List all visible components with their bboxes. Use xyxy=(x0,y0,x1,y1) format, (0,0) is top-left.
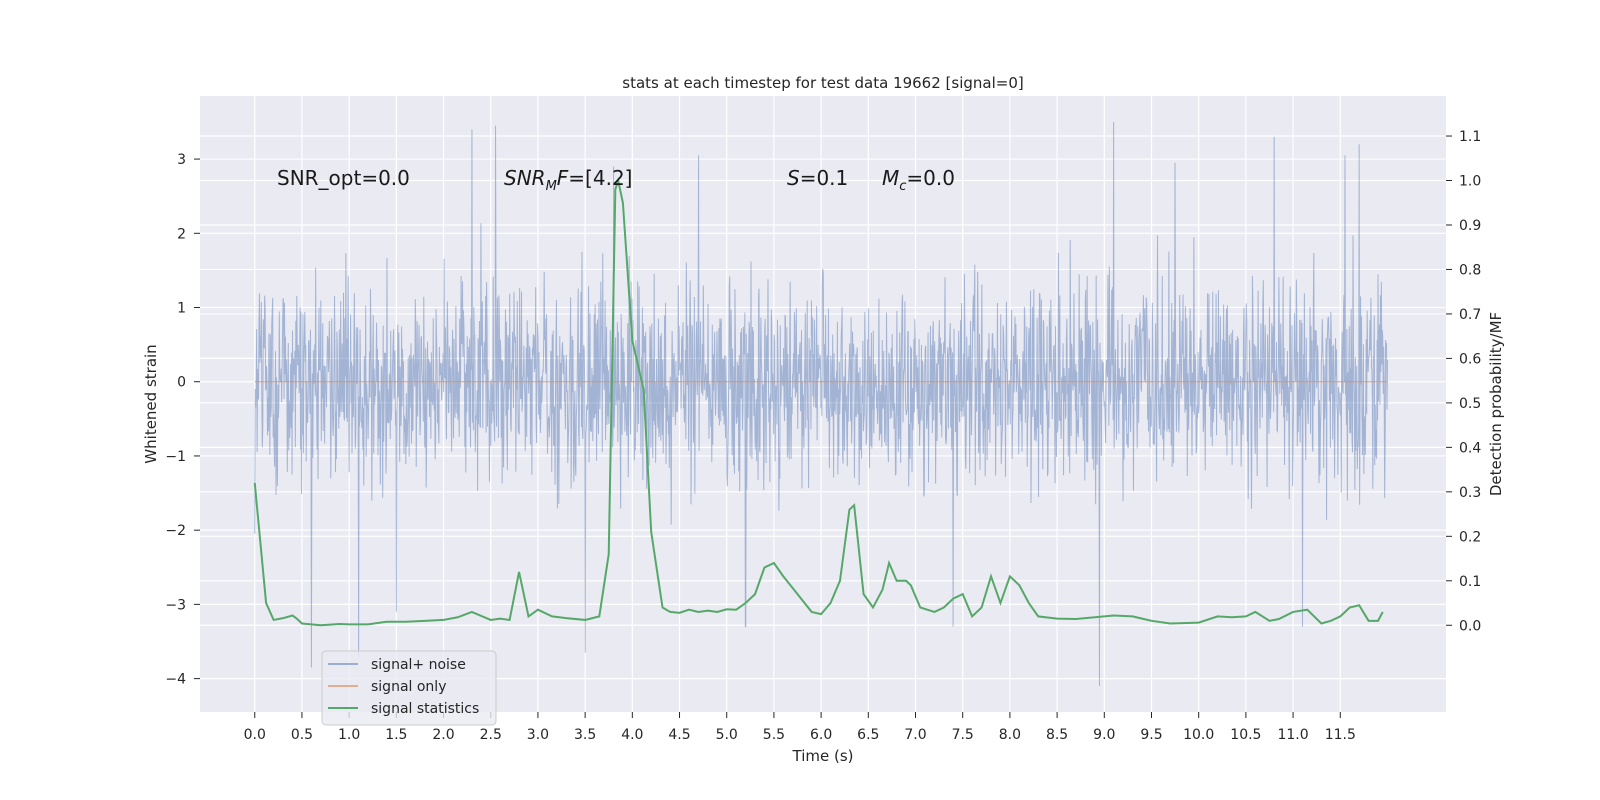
y-right-tick-label-9: 0.9 xyxy=(1459,218,1481,234)
y-axis-label-left: Whitened strain xyxy=(142,344,160,463)
x-tick-label-7: 3.5 xyxy=(574,727,596,743)
signal-noise-series xyxy=(254,121,1388,687)
x-tick-label-8: 4.0 xyxy=(621,727,643,743)
x-tick-label-17: 8.5 xyxy=(1046,727,1068,743)
x-tick-label-1: 0.5 xyxy=(291,727,313,743)
x-axis-label: Time (s) xyxy=(792,747,854,765)
x-ticks: 0.0 0.5 1.0 1.5 2.0 2.5 3.0 3.5 4.0 4.5 5.0 5.5 6.0 6… xyxy=(244,712,1356,743)
legend: signal+ noise signal only signal statist… xyxy=(321,650,497,726)
x-tick-label-10: 5.0 xyxy=(716,727,738,743)
y-right-tick-label-10: 1.0 xyxy=(1459,174,1481,190)
x-tick-label-6: 3.0 xyxy=(527,727,549,743)
y-right-tick-label-7: 0.7 xyxy=(1459,307,1481,323)
y-right-tick-label-11: 1.1 xyxy=(1459,129,1481,145)
y-right-tick-label-3: 0.3 xyxy=(1459,485,1481,501)
y-right-tick-label-8: 0.8 xyxy=(1459,262,1481,278)
x-tick-label-22: 11.0 xyxy=(1277,727,1308,743)
y-right-tick-label-4: 0.4 xyxy=(1459,440,1481,456)
y-right-tick-label-2: 0.2 xyxy=(1459,529,1481,545)
x-tick-label-3: 1.5 xyxy=(385,727,407,743)
y-left-tick-label-1: −3 xyxy=(165,597,186,613)
x-tick-label-13: 6.5 xyxy=(857,727,879,743)
x-tick-label-5: 2.5 xyxy=(480,727,502,743)
y-left-tick-label-0: −4 xyxy=(165,672,186,688)
x-tick-label-0: 0.0 xyxy=(244,727,266,743)
x-tick-label-9: 4.5 xyxy=(668,727,690,743)
legend-label-noise: signal+ noise xyxy=(371,657,466,673)
y-left-tick-label-2: −2 xyxy=(165,523,186,539)
y-left-tick-label-5: 1 xyxy=(177,301,186,317)
x-tick-label-12: 6.0 xyxy=(810,727,832,743)
plot-background xyxy=(200,96,1446,712)
x-tick-label-19: 9.5 xyxy=(1140,727,1162,743)
legend-label-signal-only: signal only xyxy=(371,679,446,695)
signal-statistics-series xyxy=(253,176,1384,627)
y-left-tick-label-6: 2 xyxy=(177,226,186,242)
x-tick-label-15: 7.5 xyxy=(952,727,974,743)
legend-label-statistics: signal statistics xyxy=(371,701,479,717)
y-right-tick-label-0: 0.0 xyxy=(1459,618,1481,634)
annotation-s: S=0.1 xyxy=(787,166,848,190)
x-tick-label-2: 1.0 xyxy=(338,727,360,743)
x-tick-label-4: 2.0 xyxy=(432,727,454,743)
y-axis-label-right: Detection probability/MF xyxy=(1487,312,1505,496)
chart-title: stats at each timestep for test data 196… xyxy=(622,74,1023,92)
x-tick-label-21: 10.5 xyxy=(1230,727,1261,743)
y-right-tick-label-6: 0.6 xyxy=(1459,351,1481,367)
y-ticks-right: 0.0 0.1 0.2 0.3 0.4 0.5 0.6 0.7 0.8 0.9 1.0 1.1 xyxy=(1446,129,1481,634)
x-tick-label-11: 5.5 xyxy=(763,727,785,743)
y-left-tick-label-3: −1 xyxy=(165,449,186,465)
x-tick-label-14: 7.0 xyxy=(904,727,926,743)
y-left-tick-label-7: 3 xyxy=(177,152,186,168)
annotation-mc: Mc=0.0 xyxy=(882,166,955,194)
y-ticks-left: −4 −3 −2 −1 0 1 2 3 xyxy=(165,152,200,688)
y-right-tick-label-1: 0.1 xyxy=(1459,574,1481,590)
annotation-snr-opt: SNR_opt=0.0 xyxy=(277,166,410,190)
y-left-tick-label-4: 0 xyxy=(177,375,186,391)
y-right-tick-label-5: 0.5 xyxy=(1459,396,1481,412)
x-tick-label-18: 9.0 xyxy=(1093,727,1115,743)
x-tick-label-23: 11.5 xyxy=(1325,727,1356,743)
signal-noise-line xyxy=(254,121,1388,687)
x-tick-label-20: 10.0 xyxy=(1183,727,1214,743)
annotation-snr-mf: SNRMF=[4.2] xyxy=(504,166,632,194)
legend-box xyxy=(321,650,497,726)
x-tick-label-16: 8.0 xyxy=(999,727,1021,743)
